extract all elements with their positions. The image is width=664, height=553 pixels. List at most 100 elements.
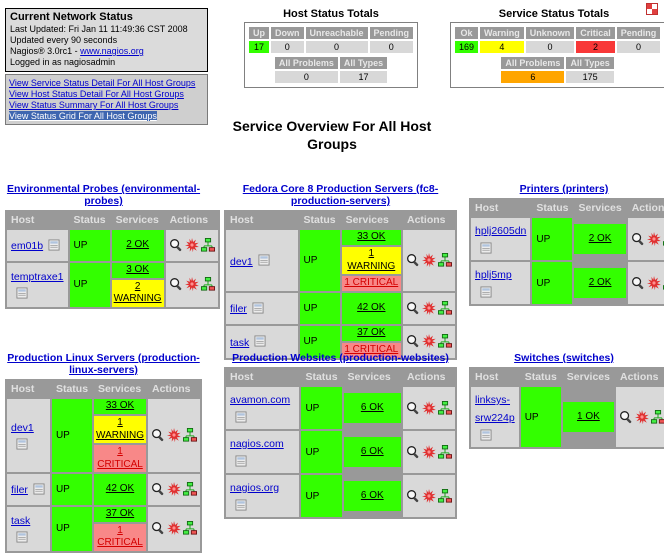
host-link-avamon-com[interactable]: avamon.com [230, 394, 291, 407]
status-splat-icon[interactable] [167, 428, 181, 443]
host-extinfo-icon[interactable] [480, 242, 492, 254]
totals-header-critical[interactable]: Critical [576, 27, 615, 39]
service-detail-icon[interactable] [169, 277, 183, 291]
service-detail-icon[interactable] [151, 428, 165, 442]
service-detail-icon[interactable] [169, 238, 183, 252]
nagios-org-link[interactable]: www.nagios.org [80, 46, 144, 56]
service-count-link-critical[interactable]: 1 CRITICAL [97, 446, 143, 470]
totals-header-unknown[interactable]: Unknown [525, 27, 575, 39]
service-detail-icon[interactable] [406, 253, 420, 267]
host-extinfo-icon[interactable] [16, 287, 28, 299]
service-count-link-ok[interactable]: 6 OK [360, 401, 384, 413]
status-splat-icon[interactable] [184, 277, 199, 292]
status-map-icon[interactable] [651, 409, 664, 424]
service-count-link-warning[interactable]: 1 WARNING [347, 248, 396, 272]
host-link-hplj2605dn[interactable]: hplj2605dn [475, 225, 527, 238]
host-extinfo-icon[interactable] [480, 286, 492, 298]
totals-header-warning[interactable]: Warning [480, 27, 524, 39]
totals-header-all-problems[interactable]: All Problems [501, 57, 565, 69]
host-extinfo-icon[interactable] [16, 531, 28, 543]
service-detail-icon[interactable] [406, 334, 420, 348]
service-count-link-ok[interactable]: 37 OK [357, 326, 386, 338]
status-splat-icon[interactable] [421, 444, 436, 460]
host-link-filer[interactable]: filer [11, 484, 28, 497]
service-detail-icon[interactable] [406, 301, 420, 315]
service-count-link-ok[interactable]: 6 OK [360, 445, 384, 457]
status-map-icon[interactable] [183, 482, 197, 496]
service-count-link-ok[interactable]: 37 OK [105, 507, 135, 519]
host-extinfo-icon[interactable] [258, 254, 270, 266]
service-count-link-critical[interactable]: 1 CRITICAL [97, 524, 143, 549]
service-detail-icon[interactable] [406, 445, 420, 459]
host-extinfo-icon[interactable] [235, 411, 247, 423]
host-extinfo-icon[interactable] [33, 483, 45, 495]
status-map-icon[interactable] [437, 444, 452, 459]
service-count-link-ok[interactable]: 3 OK [126, 263, 149, 275]
service-count-link-ok[interactable]: 2 OK [126, 239, 149, 251]
hostgroup-link-printers[interactable]: Printers (printers) [519, 183, 609, 195]
host-link-linksys-srw224p[interactable]: linksys-srw224p [475, 394, 515, 425]
service-count-link-ok[interactable]: 42 OK [105, 483, 135, 495]
service-count-link-ok[interactable]: 33 OK [357, 231, 386, 243]
hostgroup-link-environmental-probes[interactable]: Environmental Probes (environmental-prob… [6, 183, 201, 208]
service-count-link-warning[interactable]: 1 WARNING [96, 417, 144, 441]
host-link-task[interactable]: task [230, 336, 250, 349]
status-map-icon[interactable] [200, 277, 215, 291]
quick-link-view-status-summary-for-all-host-groups[interactable]: View Status Summary For All Host Groups [9, 100, 179, 110]
quick-link-view-host-status-detail-for-all-host-groups[interactable]: View Host Status Detail For All Host Gro… [9, 89, 184, 99]
service-detail-icon[interactable] [631, 232, 645, 246]
host-link-task[interactable]: task [11, 514, 31, 527]
host-extinfo-icon[interactable] [235, 455, 247, 467]
service-count-link-ok[interactable]: 1 OK [576, 410, 600, 422]
status-splat-icon[interactable] [421, 400, 436, 416]
status-map-icon[interactable] [437, 334, 452, 348]
service-detail-icon[interactable] [406, 401, 420, 415]
status-splat-icon[interactable] [184, 238, 199, 253]
status-splat-icon[interactable] [421, 253, 436, 268]
host-link-dev1[interactable]: dev1 [230, 255, 253, 268]
host-link-filer[interactable]: filer [230, 303, 247, 316]
status-splat-icon[interactable] [167, 521, 181, 536]
host-extinfo-icon[interactable] [254, 335, 266, 347]
quick-link-view-service-status-detail-for-all-host-groups[interactable]: View Service Status Detail For All Host … [9, 78, 196, 88]
hostgroup-link-production-websites[interactable]: Production Websites (production-websites… [232, 352, 449, 364]
status-splat-icon[interactable] [646, 231, 661, 247]
host-link-nagios-com[interactable]: nagios.com [230, 438, 284, 451]
service-count-link-warning[interactable]: 2 WARNING [113, 280, 162, 305]
status-splat-icon[interactable] [421, 301, 436, 316]
totals-header-all-types[interactable]: All Types [566, 57, 614, 69]
totals-header-all-problems[interactable]: All Problems [274, 57, 338, 69]
service-detail-icon[interactable] [151, 482, 165, 496]
mini-grid-icon[interactable] [646, 3, 658, 15]
host-extinfo-icon[interactable] [48, 239, 60, 251]
service-count-link-ok[interactable]: 42 OK [357, 302, 386, 314]
host-extinfo-icon[interactable] [480, 429, 492, 441]
status-map-icon[interactable] [183, 428, 197, 442]
status-splat-icon[interactable] [167, 482, 181, 497]
service-detail-icon[interactable] [151, 521, 165, 535]
status-map-icon[interactable] [437, 253, 452, 267]
host-link-dev1[interactable]: dev1 [11, 421, 34, 434]
service-detail-icon[interactable] [406, 489, 420, 503]
service-count-link-ok[interactable]: 33 OK [105, 400, 135, 412]
host-link-em01b[interactable]: em01b [11, 240, 44, 253]
totals-header-ok[interactable]: Ok [455, 27, 479, 39]
host-link-nagios-org[interactable]: nagios.org [230, 482, 280, 495]
host-extinfo-icon[interactable] [16, 438, 28, 450]
hostgroup-link-switches[interactable]: Switches (switches) [514, 352, 614, 364]
totals-header-pending[interactable]: Pending [369, 27, 414, 39]
hostgroup-link-production-linux-servers[interactable]: Production Linux Servers (production-lin… [7, 352, 200, 377]
status-splat-icon[interactable] [646, 275, 661, 291]
service-count-link-ok[interactable]: 2 OK [588, 276, 612, 288]
status-map-icon[interactable] [183, 521, 197, 535]
service-detail-icon[interactable] [631, 276, 645, 290]
service-count-link-ok[interactable]: 6 OK [360, 489, 384, 501]
service-count-link-critical[interactable]: 1 CRITICAL [344, 277, 399, 289]
quick-link-view-status-grid-for-all-host-groups[interactable]: View Status Grid For All Host Groups [9, 111, 157, 121]
totals-header-pending[interactable]: Pending [616, 27, 661, 39]
totals-header-up[interactable]: Up [249, 27, 269, 39]
status-splat-icon[interactable] [421, 488, 436, 504]
totals-header-down[interactable]: Down [271, 27, 304, 39]
status-map-icon[interactable] [437, 400, 452, 415]
service-count-link-ok[interactable]: 2 OK [588, 232, 612, 244]
